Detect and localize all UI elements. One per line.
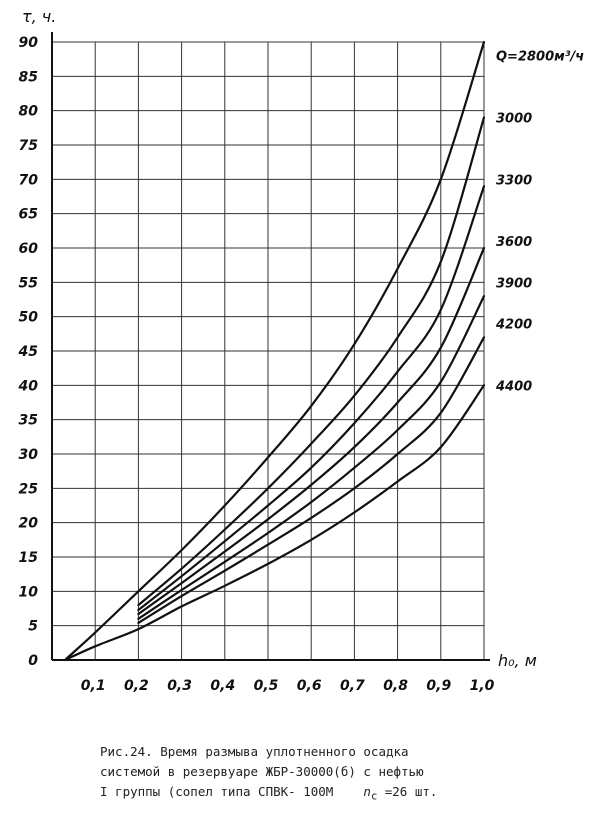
x-tick-label: 0,5: [254, 678, 279, 694]
y-tick-label: 35: [19, 413, 39, 429]
x-tick-label: 0,6: [297, 678, 322, 694]
x-tick-label: 0,3: [167, 678, 192, 694]
series-line-6: [137, 336, 486, 624]
x-tick-label: 0,1: [81, 678, 106, 694]
y-tick-label: 40: [18, 378, 39, 394]
y-tick-labels: 0 5 10 15 20 25 30 35 40 45 50 55 60 65 70 75 80 85 90: [18, 35, 39, 669]
axes: [51, 32, 490, 661]
series-label-4: 3600: [496, 235, 532, 250]
y-tick-label: 5: [28, 619, 38, 635]
series-line-3: [137, 185, 486, 611]
series-line-2: [137, 116, 486, 607]
caption-line-2: системой в резервуаре ЖБР-30000(б) с неф…: [100, 764, 424, 779]
series-label-6: 4200: [495, 318, 532, 333]
nozzle-count-value: =26 шт.: [377, 784, 438, 799]
x-tick-label: 1,0: [470, 678, 495, 694]
x-tick-labels: 0,1 0,2 0,3 0,4 0,5 0,6 0,7 0,8 0,9 1,0: [81, 678, 495, 694]
series-line-7: [63, 384, 486, 662]
caption-line-1: Рис.24. Время размыва уплотненного осадк…: [100, 744, 409, 759]
y-tick-label: 65: [19, 207, 39, 223]
x-tick-label: 0,4: [210, 678, 235, 694]
y-tick-label: 50: [19, 310, 39, 326]
series-label-5: 3900: [496, 276, 532, 291]
y-tick-label: 80: [19, 104, 39, 120]
y-tick-label: 90: [19, 35, 39, 51]
y-tick-label: 0: [28, 653, 38, 669]
y-tick-label: 15: [19, 550, 39, 566]
series-label-1: Q=2800м³/ч: [496, 50, 584, 65]
y-tick-label: 25: [19, 481, 39, 497]
y-tick-label: 70: [19, 172, 39, 188]
x-tick-label: 0,9: [426, 678, 451, 694]
caption-line-3-main: I группы (сопел типа СПВК- 100М: [100, 784, 334, 799]
y-tick-label: 45: [18, 344, 39, 360]
series-line-1: [63, 40, 486, 662]
x-tick-label: 0,7: [340, 678, 365, 694]
series-line-5: [137, 295, 486, 620]
x-tick-label: 0,8: [383, 678, 408, 694]
y-tick-label: 30: [19, 447, 39, 463]
x-tick-label: 0,2: [124, 678, 149, 694]
y-tick-label: 60: [19, 241, 39, 257]
series-line-4: [137, 246, 486, 616]
chart: 0 5 10 15 20 25 30 35 40 45 50 55 60 65 70 75 80 85 90 0,1…: [18, 7, 585, 694]
figure-caption: Рис.24. Время размыва уплотненного осадк…: [100, 742, 570, 807]
caption-line-3: I группы (сопел типа СПВК- 100М nc =26 ш…: [100, 782, 570, 807]
series-label-2: 3000: [496, 112, 532, 127]
x-axis-label: h₀, м: [498, 651, 537, 670]
grid: [52, 41, 485, 660]
y-tick-label: 75: [19, 138, 39, 154]
series-label-3: 3300: [496, 173, 532, 188]
series-lines: [63, 40, 486, 662]
series-labels: Q=2800м³/ч 3000 3300 3600 3900 4200 4400: [495, 50, 584, 395]
series-label-7: 4400: [495, 379, 532, 394]
nozzle-count-subscript: c: [370, 790, 378, 803]
y-axis-label: τ, ч.: [22, 7, 56, 26]
nozzle-count-symbol: n: [363, 784, 371, 799]
y-tick-label: 55: [19, 275, 39, 291]
y-tick-label: 10: [19, 584, 39, 600]
y-tick-label: 85: [19, 69, 39, 85]
y-tick-label: 20: [19, 516, 39, 532]
